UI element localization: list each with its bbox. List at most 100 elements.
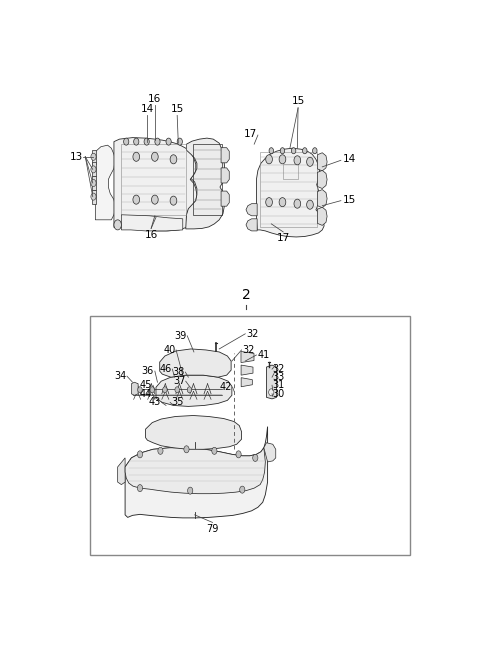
Circle shape xyxy=(236,451,241,458)
Polygon shape xyxy=(241,365,253,375)
Polygon shape xyxy=(246,219,257,231)
Polygon shape xyxy=(92,189,96,204)
Text: 40: 40 xyxy=(163,345,175,355)
Polygon shape xyxy=(96,145,115,220)
Text: 32: 32 xyxy=(273,364,285,374)
Circle shape xyxy=(133,195,140,204)
Text: 34: 34 xyxy=(114,371,126,381)
Text: 32: 32 xyxy=(246,329,258,339)
Circle shape xyxy=(170,155,177,164)
Text: 15: 15 xyxy=(170,104,184,114)
Text: 30: 30 xyxy=(273,389,285,399)
Polygon shape xyxy=(114,138,197,231)
Text: 44: 44 xyxy=(140,389,152,400)
Circle shape xyxy=(137,485,143,492)
Circle shape xyxy=(133,152,140,161)
Circle shape xyxy=(188,487,193,494)
Text: 17: 17 xyxy=(276,233,290,244)
Text: 45: 45 xyxy=(140,381,152,390)
Polygon shape xyxy=(118,458,125,485)
Circle shape xyxy=(184,446,189,453)
Circle shape xyxy=(240,486,245,493)
Circle shape xyxy=(150,386,155,393)
Circle shape xyxy=(266,155,273,164)
Circle shape xyxy=(163,386,167,393)
Text: 39: 39 xyxy=(174,331,186,341)
Polygon shape xyxy=(317,153,327,171)
Text: 38: 38 xyxy=(172,367,185,377)
Circle shape xyxy=(279,155,286,164)
Circle shape xyxy=(144,138,149,145)
Polygon shape xyxy=(121,215,183,231)
Circle shape xyxy=(152,152,158,161)
Polygon shape xyxy=(317,170,327,189)
Text: 2: 2 xyxy=(241,288,251,301)
Circle shape xyxy=(269,147,274,154)
Text: 37: 37 xyxy=(173,376,185,386)
Polygon shape xyxy=(317,189,327,208)
Polygon shape xyxy=(221,147,229,163)
Circle shape xyxy=(166,138,171,145)
Text: 17: 17 xyxy=(244,129,257,139)
Circle shape xyxy=(91,153,96,160)
Text: 13: 13 xyxy=(70,152,83,162)
Polygon shape xyxy=(92,176,96,190)
Polygon shape xyxy=(186,138,225,229)
Polygon shape xyxy=(156,375,232,406)
Polygon shape xyxy=(241,378,252,386)
Circle shape xyxy=(294,156,300,165)
Circle shape xyxy=(187,386,192,393)
Circle shape xyxy=(133,138,139,145)
Circle shape xyxy=(91,193,96,200)
Circle shape xyxy=(91,179,96,187)
Circle shape xyxy=(114,220,121,230)
Polygon shape xyxy=(125,448,265,494)
Polygon shape xyxy=(92,162,96,176)
Circle shape xyxy=(312,147,317,154)
Polygon shape xyxy=(92,150,96,164)
Bar xyxy=(90,316,410,555)
Text: 14: 14 xyxy=(141,104,154,114)
Text: 42: 42 xyxy=(219,383,232,392)
Text: 36: 36 xyxy=(142,366,154,376)
Circle shape xyxy=(291,147,296,154)
Circle shape xyxy=(177,138,182,145)
Circle shape xyxy=(170,196,177,205)
Text: 15: 15 xyxy=(343,195,356,204)
Text: 43: 43 xyxy=(149,398,161,407)
Text: 79: 79 xyxy=(206,524,219,534)
Polygon shape xyxy=(241,352,254,363)
Circle shape xyxy=(124,138,129,145)
Circle shape xyxy=(138,386,142,393)
Circle shape xyxy=(152,195,158,204)
Text: 15: 15 xyxy=(291,96,305,106)
Circle shape xyxy=(91,166,96,173)
Circle shape xyxy=(266,198,273,207)
Polygon shape xyxy=(145,415,241,449)
Circle shape xyxy=(280,147,285,154)
Circle shape xyxy=(158,447,163,455)
Text: 14: 14 xyxy=(343,155,356,164)
Circle shape xyxy=(279,198,286,207)
Polygon shape xyxy=(132,383,138,396)
Text: 46: 46 xyxy=(159,364,172,374)
Circle shape xyxy=(307,200,313,209)
Circle shape xyxy=(212,447,217,455)
Circle shape xyxy=(302,147,307,154)
Polygon shape xyxy=(256,148,324,237)
Text: 16: 16 xyxy=(144,230,158,240)
Circle shape xyxy=(269,389,274,396)
Circle shape xyxy=(175,386,180,393)
Text: 33: 33 xyxy=(273,372,285,382)
Polygon shape xyxy=(221,168,229,183)
Text: 32: 32 xyxy=(242,345,255,355)
Circle shape xyxy=(252,455,258,461)
Text: 31: 31 xyxy=(273,381,285,390)
Circle shape xyxy=(307,157,313,166)
Text: 16: 16 xyxy=(148,94,161,104)
Polygon shape xyxy=(266,365,276,399)
Circle shape xyxy=(155,138,160,145)
Polygon shape xyxy=(317,207,327,225)
Text: 41: 41 xyxy=(257,350,269,360)
Polygon shape xyxy=(221,191,229,206)
